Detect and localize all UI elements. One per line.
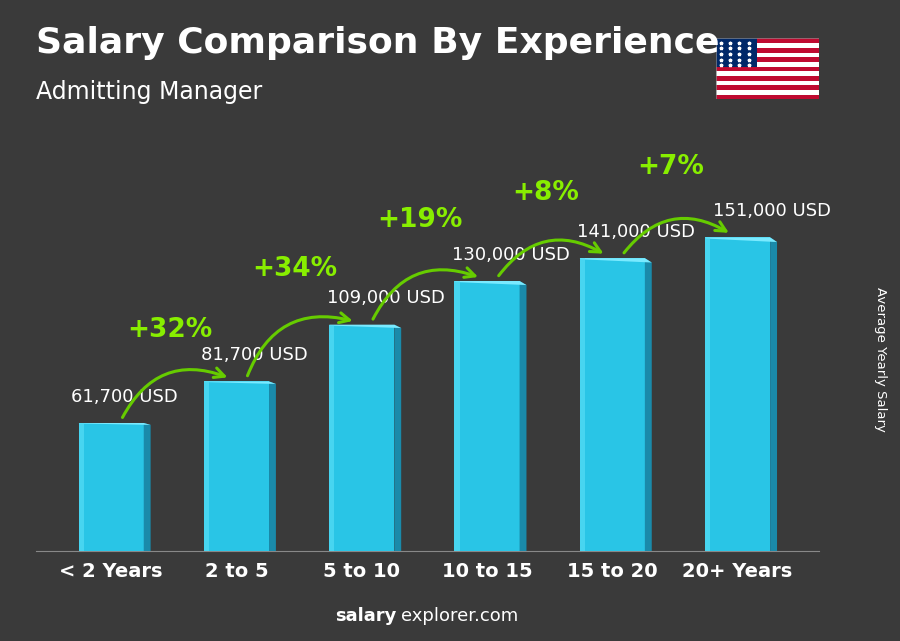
- Bar: [716, 85, 819, 90]
- Bar: [716, 76, 819, 81]
- Polygon shape: [705, 237, 710, 551]
- Polygon shape: [329, 324, 401, 328]
- Text: Salary Comparison By Experience: Salary Comparison By Experience: [36, 26, 719, 60]
- Text: +19%: +19%: [377, 207, 463, 233]
- Bar: [716, 38, 819, 43]
- Polygon shape: [645, 258, 652, 551]
- Polygon shape: [454, 281, 460, 551]
- Text: Admitting Manager: Admitting Manager: [36, 80, 262, 104]
- Polygon shape: [394, 324, 401, 551]
- Bar: [716, 71, 819, 76]
- Bar: [716, 95, 819, 99]
- Text: 141,000 USD: 141,000 USD: [577, 223, 695, 241]
- Polygon shape: [78, 423, 84, 551]
- Bar: [716, 43, 819, 48]
- Polygon shape: [580, 258, 652, 263]
- Polygon shape: [770, 237, 777, 551]
- Polygon shape: [78, 423, 144, 551]
- Text: +34%: +34%: [252, 256, 338, 281]
- Polygon shape: [204, 381, 269, 551]
- Text: +32%: +32%: [127, 317, 212, 343]
- Text: salary: salary: [335, 607, 396, 625]
- Bar: [716, 81, 819, 85]
- Text: explorer.com: explorer.com: [400, 607, 518, 625]
- Polygon shape: [454, 281, 519, 551]
- Text: 109,000 USD: 109,000 USD: [327, 289, 445, 307]
- Text: +7%: +7%: [637, 154, 704, 180]
- Bar: [716, 48, 819, 53]
- Polygon shape: [705, 237, 770, 551]
- Bar: [716, 53, 819, 57]
- Bar: [716, 38, 757, 67]
- Bar: [716, 67, 819, 71]
- Polygon shape: [78, 423, 150, 425]
- Polygon shape: [144, 423, 150, 551]
- Polygon shape: [204, 381, 276, 384]
- Text: Average Yearly Salary: Average Yearly Salary: [874, 287, 886, 431]
- Text: 151,000 USD: 151,000 USD: [713, 202, 831, 220]
- Polygon shape: [519, 281, 526, 551]
- Polygon shape: [705, 237, 777, 242]
- Polygon shape: [580, 258, 585, 551]
- Text: 130,000 USD: 130,000 USD: [452, 246, 570, 263]
- Bar: [716, 57, 819, 62]
- Polygon shape: [329, 324, 394, 551]
- Bar: [716, 62, 819, 67]
- Text: 81,700 USD: 81,700 USD: [202, 346, 308, 364]
- Polygon shape: [269, 381, 276, 551]
- Bar: [716, 90, 819, 95]
- Polygon shape: [580, 258, 645, 551]
- Text: 61,700 USD: 61,700 USD: [71, 388, 178, 406]
- Polygon shape: [204, 381, 209, 551]
- Polygon shape: [329, 324, 335, 551]
- Polygon shape: [454, 281, 526, 285]
- Text: +8%: +8%: [512, 180, 579, 206]
